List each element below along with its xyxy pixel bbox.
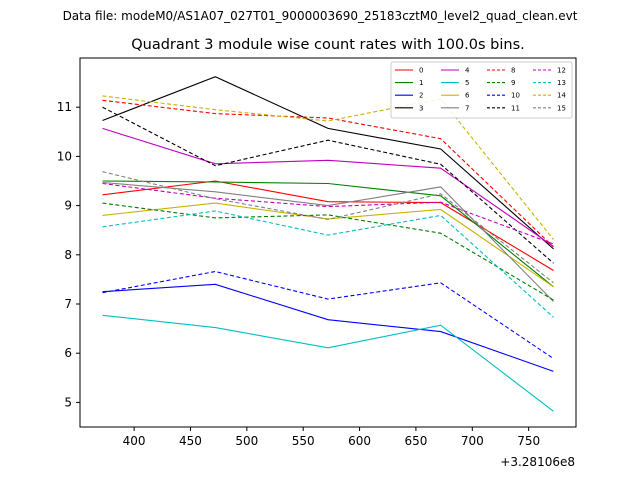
legend-label-6: 6 xyxy=(465,92,470,100)
legend-label-0: 0 xyxy=(419,67,423,75)
series-line-8 xyxy=(102,99,554,248)
legend-label-1: 1 xyxy=(419,79,423,87)
series-line-1 xyxy=(102,180,554,288)
series-group xyxy=(102,76,554,412)
legend-label-9: 9 xyxy=(511,79,515,87)
legend-label-14: 14 xyxy=(557,92,566,100)
legend-label-8: 8 xyxy=(511,67,515,75)
x-tick-label: 750 xyxy=(517,434,540,448)
series-line-2 xyxy=(102,283,554,372)
legend-label-2: 2 xyxy=(419,92,423,100)
series-line-6 xyxy=(102,202,554,288)
y-tick-label: 8 xyxy=(64,248,72,262)
x-tick-label: 650 xyxy=(404,434,427,448)
legend-label-7: 7 xyxy=(465,104,469,112)
x-tick-label: 450 xyxy=(179,434,202,448)
y-tick-label: 7 xyxy=(64,297,72,311)
legend-label-12: 12 xyxy=(557,67,566,75)
legend-label-5: 5 xyxy=(465,79,469,87)
series-line-10 xyxy=(102,270,554,360)
legend-label-11: 11 xyxy=(511,104,520,112)
y-tick-label: 11 xyxy=(57,100,72,114)
legend-label-10: 10 xyxy=(511,92,520,100)
chart-suptitle: Data file: modeM0/AS1A07_027T01_90000036… xyxy=(63,9,578,23)
x-tick-label: 400 xyxy=(123,434,146,448)
series-line-15 xyxy=(102,171,554,284)
x-tick-label: 500 xyxy=(235,434,258,448)
series-line-12 xyxy=(102,182,554,245)
series-line-13 xyxy=(102,210,554,318)
series-line-5 xyxy=(102,314,554,412)
y-tick-label: 5 xyxy=(64,395,72,409)
x-tick-label: 550 xyxy=(292,434,315,448)
series-line-3 xyxy=(102,76,554,250)
legend-box xyxy=(390,61,573,119)
y-tick-label: 9 xyxy=(64,199,72,213)
x-tick-label: 700 xyxy=(461,434,484,448)
series-line-11 xyxy=(102,106,554,264)
series-line-4 xyxy=(102,127,554,247)
x-offset-label: +3.28106e8 xyxy=(500,455,575,469)
y-tick-label: 10 xyxy=(57,149,72,163)
chart-title: Quadrant 3 module wise count rates with … xyxy=(131,37,525,53)
series-line-0 xyxy=(102,180,554,271)
series-line-9 xyxy=(102,202,554,301)
legend-label-15: 15 xyxy=(557,104,566,112)
legend-label-3: 3 xyxy=(419,104,423,112)
legend-label-4: 4 xyxy=(465,67,470,75)
series-line-7 xyxy=(102,181,554,302)
plot-frame xyxy=(79,57,577,428)
legend-label-13: 13 xyxy=(557,79,566,87)
y-tick-label: 6 xyxy=(64,346,72,360)
x-tick-label: 600 xyxy=(348,434,371,448)
